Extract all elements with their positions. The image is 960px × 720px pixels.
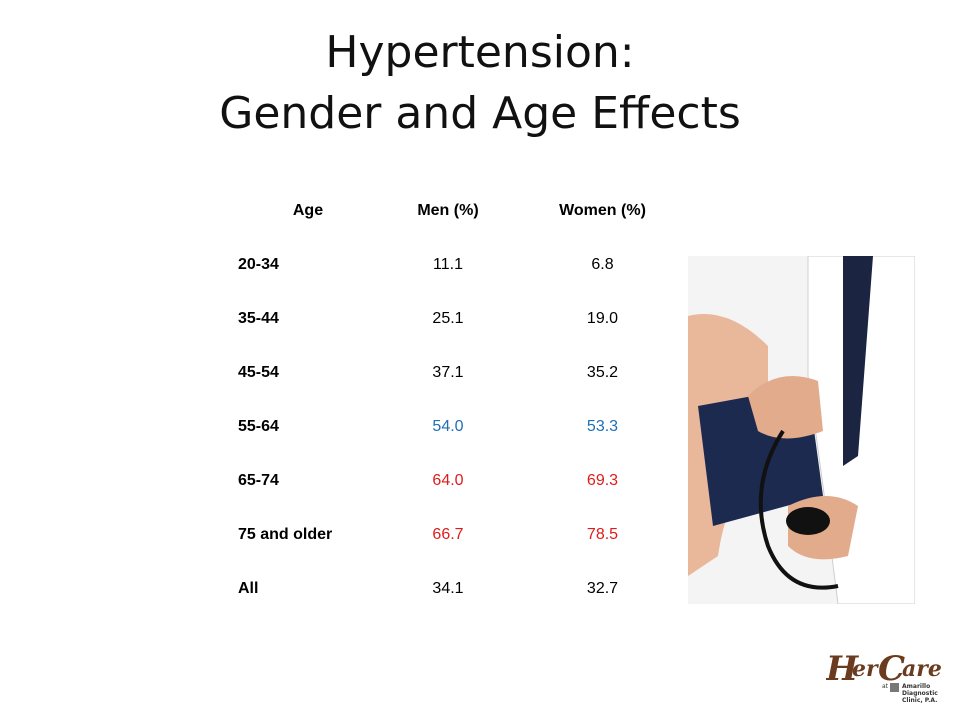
age-cell: 35-44 [238, 310, 279, 327]
men-value-cell: 25.1 [432, 310, 464, 327]
header-age: Age [238, 184, 378, 238]
svg-text:at: at [882, 683, 889, 690]
women-value-cell: 19.0 [586, 310, 619, 327]
age-cell: 20-34 [238, 256, 279, 273]
age-cell: 55-64 [238, 418, 279, 435]
table-header-row: Age Men (%) Women (%) [238, 184, 687, 238]
women-value-cell: 69.3 [586, 472, 619, 489]
blood-pressure-photo [688, 256, 915, 604]
hercare-logo: H er C are at Amarillo Diagnostic Clinic… [825, 642, 942, 706]
men-value-cell: 37.1 [432, 364, 464, 381]
header-women: Women (%) [518, 184, 687, 238]
svg-text:H: H [826, 649, 860, 689]
age-cell: 65-74 [238, 472, 279, 489]
women-value-cell: 78.5 [586, 526, 619, 543]
men-value-cell: 54.0 [432, 418, 464, 435]
table-row: 75 and older 66.7 78.5 [238, 508, 687, 562]
age-cell: 45-54 [238, 364, 279, 381]
table-row: 55-64 54.0 53.3 [238, 400, 687, 454]
men-value-cell: 64.0 [432, 472, 464, 489]
svg-text:C: C [878, 649, 905, 689]
svg-text:er: er [852, 656, 879, 682]
svg-text:Amarillo: Amarillo [902, 683, 930, 690]
title-line-1: Hypertension: [325, 27, 635, 78]
women-value-cell: 53.3 [586, 418, 619, 435]
svg-text:Diagnostic: Diagnostic [902, 690, 938, 697]
age-cell: 75 and older [238, 526, 333, 543]
hypertension-table: Age Men (%) Women (%) 20-34 11.1 6.8 35-44 2… [238, 184, 687, 616]
svg-text:Clinic, P.A.: Clinic, P.A. [902, 697, 937, 704]
svg-text:are: are [902, 656, 941, 682]
table-row: 35-44 25.1 19.0 [238, 292, 687, 346]
table-row: 45-54 37.1 35.2 [238, 346, 687, 400]
table-row: All 34.1 32.7 [238, 562, 687, 616]
men-value-cell: 34.1 [432, 580, 464, 597]
age-cell: All [238, 580, 259, 597]
table-row: 20-34 11.1 6.8 [238, 238, 687, 292]
table-row: 65-74 64.0 69.3 [238, 454, 687, 508]
header-men: Men (%) [378, 184, 518, 238]
men-value-cell: 66.7 [432, 526, 464, 543]
women-value-cell: 35.2 [586, 364, 619, 381]
women-value-cell: 32.7 [586, 580, 619, 597]
men-value-cell: 11.1 [433, 256, 463, 273]
slide-title: Hypertension: Gender and Age Effects [0, 22, 960, 144]
title-line-2: Gender and Age Effects [219, 88, 741, 139]
women-value-cell: 6.8 [591, 256, 614, 273]
